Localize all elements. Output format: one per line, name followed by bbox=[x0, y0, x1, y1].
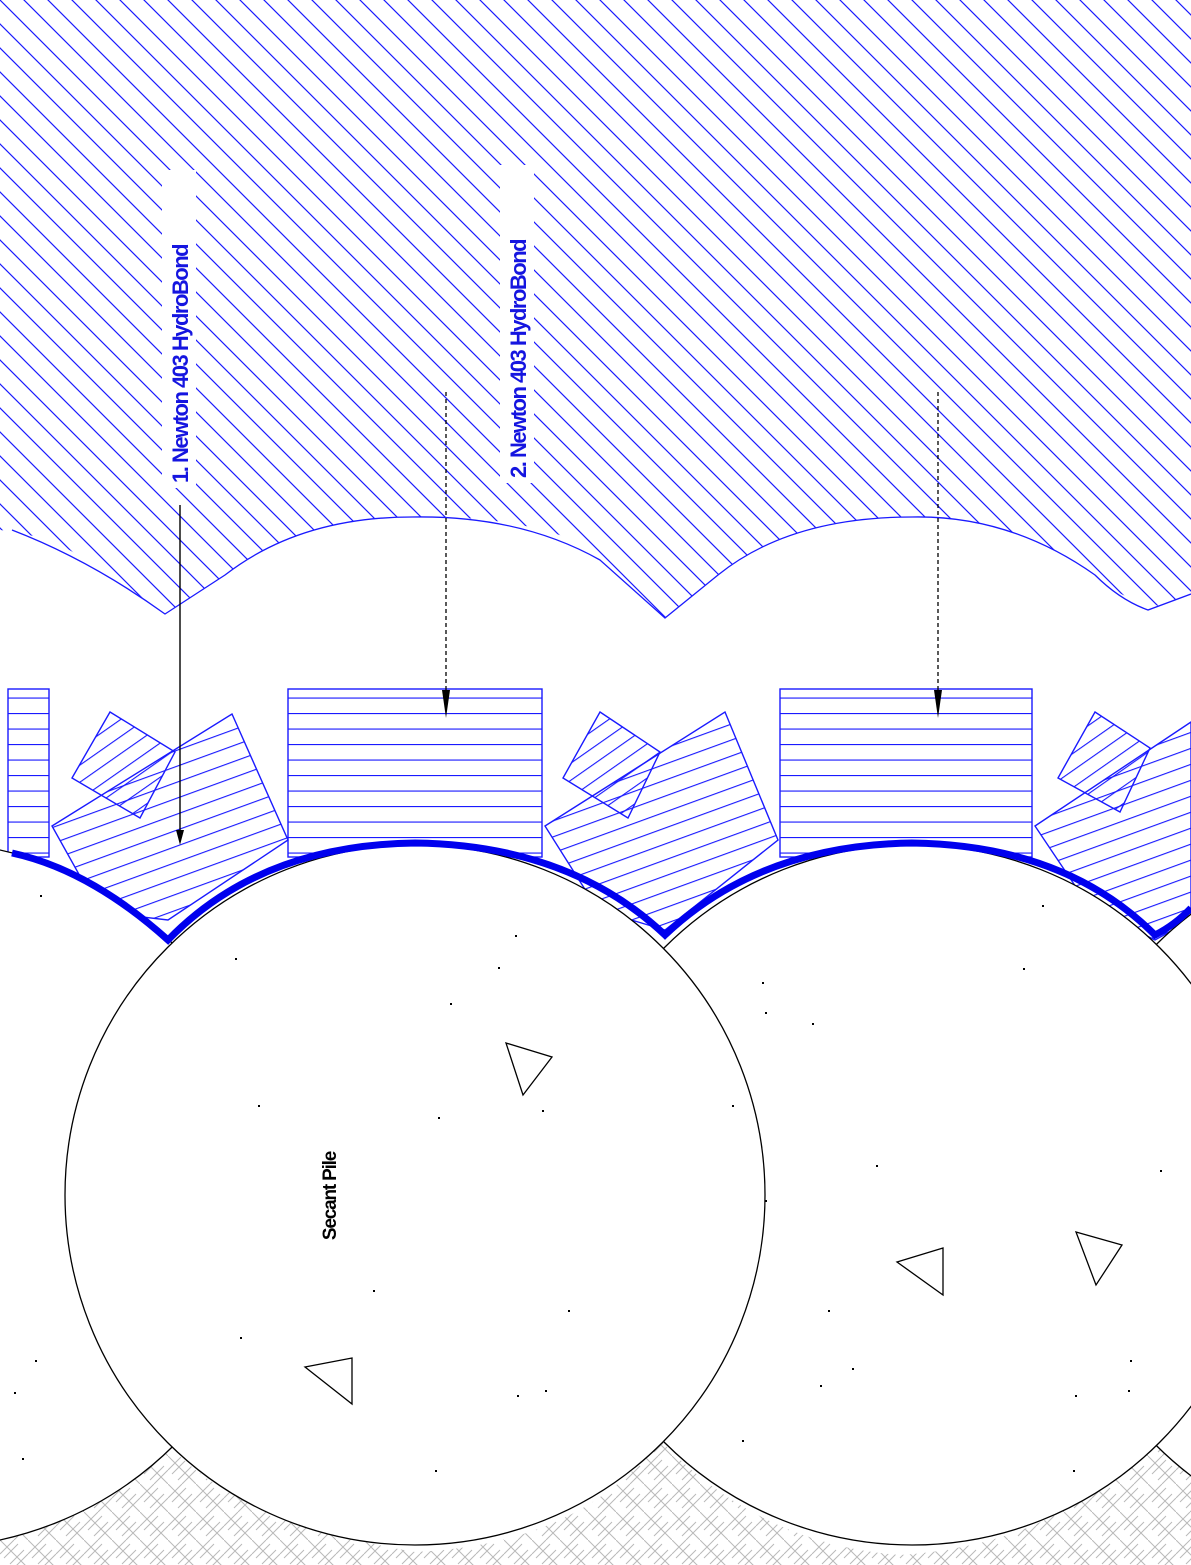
upper-soil-hatch bbox=[0, 0, 1191, 618]
pile-label: Secant Pile bbox=[320, 1151, 341, 1240]
callout-1-leader bbox=[176, 505, 184, 845]
concrete-aggregate-symbols bbox=[303, 1042, 1124, 1406]
lagging-board-left-edge bbox=[7, 688, 50, 858]
lower-soil-hatch bbox=[0, 1440, 1191, 1565]
waterproofing-membrane bbox=[11, 839, 1191, 945]
secant-pile-primary bbox=[64, 844, 766, 1546]
lagging-board-1 bbox=[287, 688, 543, 858]
callout-2-leader-b bbox=[934, 392, 942, 718]
wedge-board-group-3 bbox=[1034, 711, 1191, 941]
wedge-board-group-1 bbox=[51, 711, 289, 921]
lagging-board-2 bbox=[779, 688, 1033, 858]
callout-label-1: 1. Newton 403 HydroBond bbox=[168, 245, 193, 483]
callout-label-2: 2. Newton 403 HydroBond bbox=[506, 240, 531, 478]
excavation-line bbox=[11, 516, 1191, 619]
callout-2-leader-a bbox=[442, 392, 450, 718]
concrete-stipple bbox=[14, 895, 1162, 1472]
